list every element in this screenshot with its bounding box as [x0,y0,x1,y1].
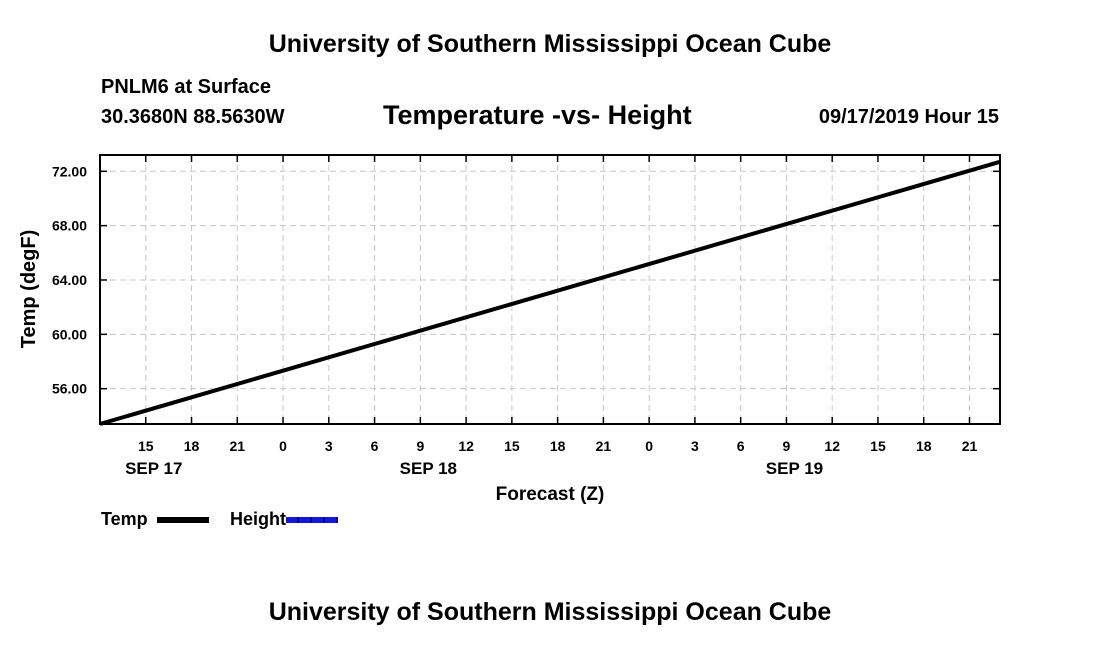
station-coords: 30.3680N 88.5630W [101,106,285,128]
x-tick-label: 21 [962,438,978,454]
day-label: SEP 19 [766,459,823,478]
plot-frame [99,154,1001,425]
y-tick-label: 56.00 [52,381,87,397]
station-name: PNLM6 at Surface [101,76,272,98]
x-tick-label: 9 [416,438,424,454]
legend-height: Height [230,509,338,530]
axis-labels: 15 18 21 0 3 6 9 12 15 18 21 0 3 6 9 12 15 18 21 56.00 60.00… [18,163,977,505]
x-tick-label: 15 [504,438,520,454]
x-tick-label: 15 [870,438,886,454]
x-tick-label: 0 [645,438,653,454]
legend-temp: Temp [101,509,209,530]
x-axis-label: Forecast (Z) [496,484,605,505]
y-tick-label: 64.00 [52,272,87,288]
x-tick-label: 15 [138,438,154,454]
x-tick-label: 18 [184,438,200,454]
x-tick-label: 12 [458,438,474,454]
x-tick-label: 3 [325,438,333,454]
y-tick-label: 72.00 [52,163,87,179]
x-tick-label: 21 [229,438,245,454]
x-tick-label: 6 [737,438,745,454]
grid-lines [100,155,1000,424]
chart-subtitle: Temperature -vs- Height [383,100,692,130]
x-tick-label: 0 [279,438,287,454]
x-tick-label: 18 [916,438,932,454]
x-tick-label: 12 [824,438,840,454]
x-tick-label: 6 [371,438,379,454]
x-tick-label: 3 [691,438,699,454]
x-tick-label: 21 [596,438,612,454]
axis-ticks [100,155,1000,424]
series-layer [99,159,1001,426]
series-line-temp [99,159,1001,426]
x-tick-label: 18 [550,438,566,454]
day-label: SEP 17 [125,459,182,478]
legend-height-label: Height [230,509,286,529]
legend-temp-label: Temp [101,509,148,529]
y-axis-label: Temp (degF) [18,230,40,349]
y-tick-label: 60.00 [52,326,87,342]
legend-temp-swatch [156,516,209,523]
x-tick-label: 9 [783,438,791,454]
y-tick-label: 68.00 [52,218,87,234]
legend-height-swatch [286,516,338,523]
forecast-datetime: 09/17/2019 Hour 15 [818,106,999,128]
day-label: SEP 18 [400,459,457,478]
chart-title-top: University of Southern Mississippi Ocean… [268,30,832,58]
chart-title-bottom: University of Southern Mississippi Ocean… [268,598,832,626]
